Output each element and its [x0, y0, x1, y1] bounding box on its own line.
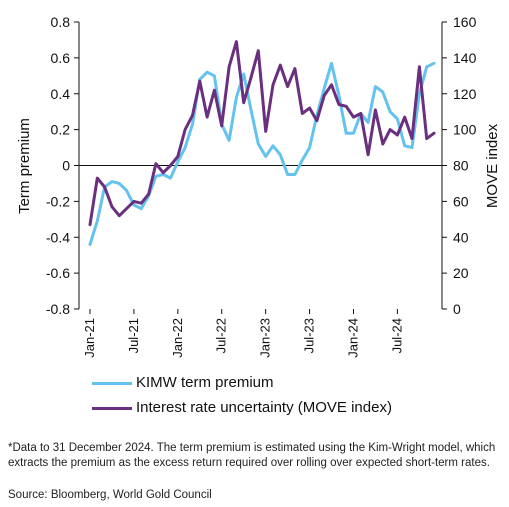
x-tick-label: Jul-21 [126, 318, 141, 353]
y-right-tick-label: 20 [453, 265, 469, 281]
y-right-tick-label: 0 [453, 301, 461, 317]
x-tick-label: Jan-21 [82, 318, 97, 358]
source-note: Source: Bloomberg, World Gold Council [8, 489, 212, 501]
x-tick-label: Jul-22 [214, 318, 229, 353]
chart: 0.8 0.6 0.4 0.2 0 -0.2 -0.4 -0.6 -0.8 160 140 120 10… [16, 14, 501, 358]
y-right-tick-label: 80 [453, 158, 469, 174]
y-right-tick-label: 60 [453, 193, 469, 209]
legend-label-move: Interest rate uncertainty (MOVE index) [136, 399, 392, 416]
y-left-axis-label: Term premium [16, 118, 33, 214]
legend-item-term-premium: KIMW term premium [92, 373, 492, 393]
y-left-tick-label: -0.8 [46, 301, 70, 317]
y-left-tick-label: -0.2 [46, 193, 70, 209]
x-tick-label: Jul-24 [389, 318, 404, 353]
footnote: *Data to 31 December 2024. The term prem… [8, 442, 496, 469]
series-line-term-premium [88, 61, 436, 246]
x-tick-label: Jan-24 [345, 318, 360, 358]
y-right-tick-label: 120 [453, 86, 477, 102]
y-right-tick-label: 140 [453, 50, 477, 66]
legend-item-move: Interest rate uncertainty (MOVE index) [92, 398, 492, 418]
y-left-tick-label: -0.6 [46, 265, 70, 281]
y-left-tick-label: 0.2 [51, 122, 71, 138]
series-lines [88, 40, 436, 246]
y-right-tick-label: 160 [453, 14, 477, 30]
x-tick-label: Jan-23 [258, 318, 273, 358]
y-right-tick-label: 100 [453, 122, 477, 138]
legend-swatch-term-premium [92, 382, 132, 385]
y-left-tick-label: 0.4 [51, 86, 71, 102]
y-left-tick-label: 0.8 [51, 14, 71, 30]
x-tick-label: Jan-22 [170, 318, 185, 358]
axes: 0.8 0.6 0.4 0.2 0 -0.2 -0.4 -0.6 -0.8 160 140 120 10… [46, 14, 477, 358]
y-right-tick-label: 40 [453, 229, 469, 245]
y-right-axis-label: MOVE index [484, 123, 501, 208]
legend-label-term-premium: KIMW term premium [136, 374, 274, 391]
y-left-tick-label: 0 [62, 158, 70, 174]
legend-swatch-move [92, 407, 132, 410]
x-tick-label: Jul-23 [302, 318, 317, 353]
y-left-tick-label: -0.4 [46, 229, 70, 245]
series-line-move [88, 40, 436, 227]
y-left-tick-label: 0.6 [51, 50, 71, 66]
